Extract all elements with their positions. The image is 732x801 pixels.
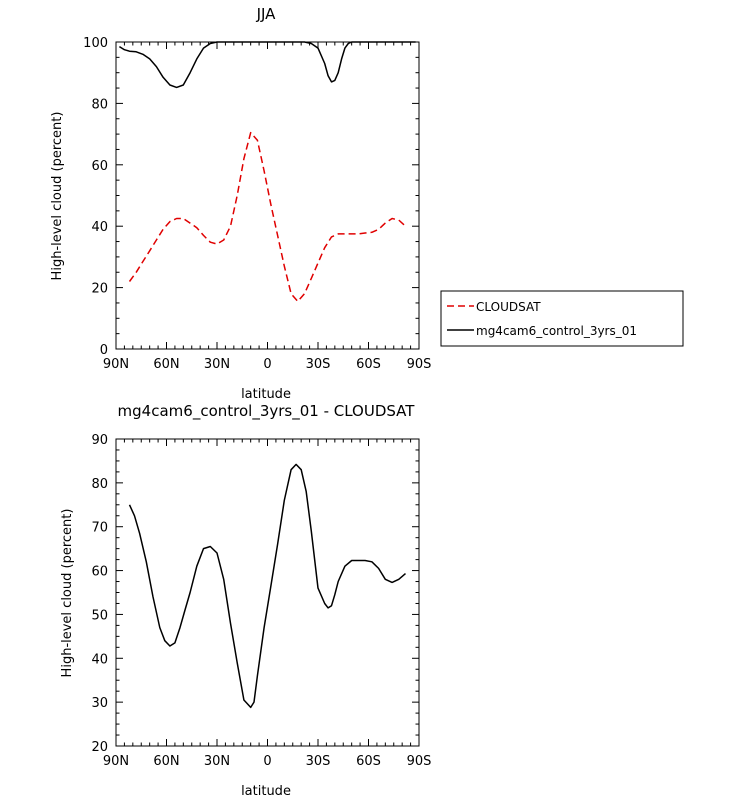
legend-label-cloudsat: CLOUDSAT [476,300,541,314]
bottom-y-tick-label: 20 [91,740,108,755]
top-x-tick-label: 90S [407,357,432,372]
top-x-tick-label: 30S [306,357,331,372]
bottom-chart-title: mg4cam6_control_3yrs_01 - CLOUDSAT [118,402,416,421]
top-series-lines [119,41,416,303]
bottom-y-tick-label: 30 [91,696,108,711]
top-x-axis-label: latitude [241,387,291,402]
bottom-x-tick-label: 0 [263,754,271,769]
top-y-tick-label: 80 [91,97,108,112]
bottom-y-tick-label: 80 [91,477,108,492]
top-y-axis-label: High-level cloud (percent) [50,112,65,281]
bottom-plot-frame [115,438,420,747]
bottom-x-axis-label: latitude [241,784,291,799]
bottom-y-tick-label: 70 [91,521,108,536]
bottom-y-tick-label: 60 [91,565,108,580]
top-y-tick-label: 100 [83,36,108,51]
legend: CLOUDSAT mg4cam6_control_3yrs_01 [440,290,684,347]
bottom-x-ticks: 90N 60N 30N 0 30S 60S 90S [103,439,432,769]
legend-box [440,290,684,347]
top-x-tick-label: 30N [204,357,230,372]
bottom-y-tick-label: 90 [91,433,108,448]
bottom-y-axis-label: High-level cloud (percent) [60,509,75,678]
top-plot-frame [115,41,420,350]
top-x-ticks: 90N 60N 30N 0 30S 60S 90S [103,42,432,372]
top-chart-title: JJA [256,5,277,23]
bottom-x-tick-label: 90S [407,754,432,769]
top-y-tick-label: 40 [91,220,108,235]
top-x-tick-label: 60S [356,357,381,372]
bottom-y-tick-label: 40 [91,652,108,667]
top-series-line-cloudsat [128,131,407,303]
bottom-y-tick-label: 50 [91,608,108,623]
bottom-x-tick-label: 60N [153,754,179,769]
bottom-series-line-difference [128,463,406,709]
top-x-tick-label: 0 [263,357,271,372]
bottom-series-lines [128,463,406,709]
bottom-x-tick-label: 90N [103,754,129,769]
top-y-tick-label: 20 [91,282,108,297]
top-x-tick-label: 90N [103,357,129,372]
bottom-x-tick-label: 30N [204,754,230,769]
top-panel: JJA 90N 60N 30N 0 30S 60S 90S 0 20 40 60 80 100 lat… [50,5,684,402]
legend-label-model: mg4cam6_control_3yrs_01 [476,324,637,338]
bottom-x-tick-label: 30S [306,754,331,769]
top-x-tick-label: 60N [153,357,179,372]
bottom-y-ticks: 20 30 40 50 60 70 80 90 [91,433,419,755]
top-y-ticks: 0 20 40 60 80 100 [83,36,419,358]
top-y-tick-label: 60 [91,159,108,174]
bottom-panel: mg4cam6_control_3yrs_01 - CLOUDSAT 90N 60… [60,402,431,799]
top-y-tick-label: 0 [100,343,108,358]
bottom-x-tick-label: 60S [356,754,381,769]
top-series-line-mg4cam6-control-3yrs-01 [119,41,416,89]
